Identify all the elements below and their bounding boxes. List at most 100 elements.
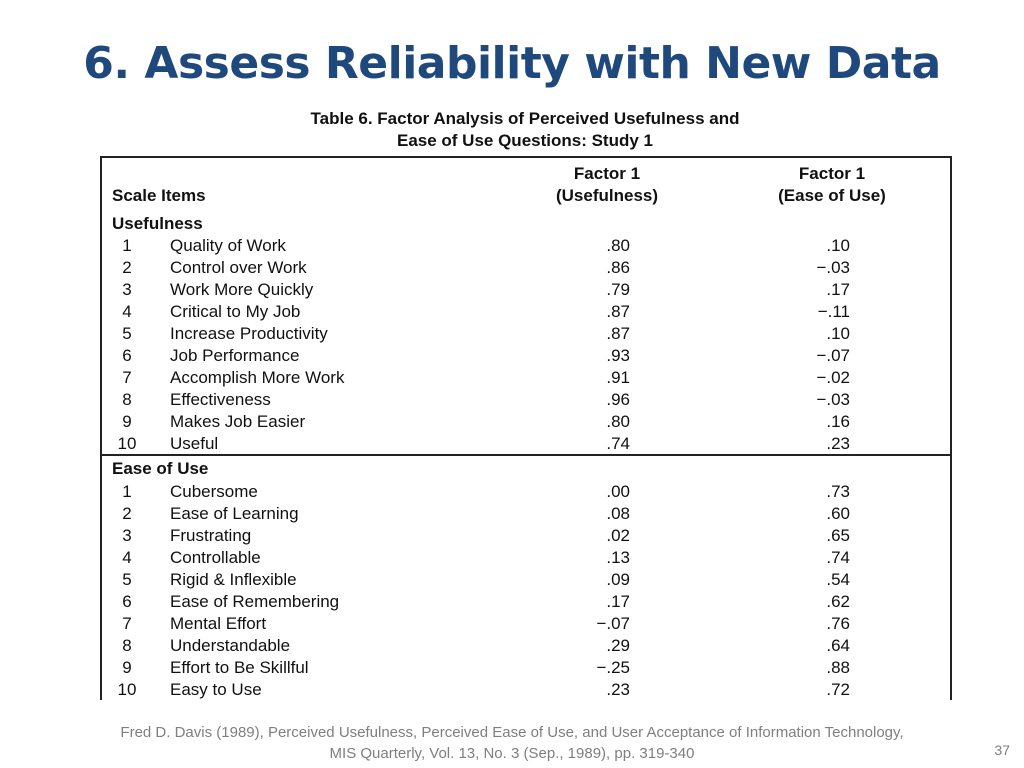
header-factor-ease-of-use-line-2: (Ease of Use)	[778, 186, 886, 205]
usefulness-loading: .86	[606, 258, 630, 277]
usefulness-loading: .80	[606, 236, 630, 255]
section-label: Usefulness	[112, 214, 203, 233]
item-number: 8	[122, 636, 132, 655]
header-factor-usefulness-line-2: (Usefulness)	[555, 186, 659, 205]
citation-line-1: Fred D. Davis (1989), Perceived Usefulne…	[120, 724, 904, 741]
ease-of-use-loading: .60	[826, 504, 850, 523]
usefulness-loading: −.07	[596, 614, 630, 633]
citation-footnote: Fred D. Davis (1989), Perceived Usefulne…	[0, 722, 1024, 764]
item-number: 1	[122, 236, 132, 255]
usefulness-loading: .02	[606, 526, 630, 545]
ease-of-use-loading: .72	[826, 680, 850, 699]
table-row: 6 Job Performance .93 −.07	[102, 345, 950, 367]
page-number: 37	[994, 742, 1010, 758]
ease-of-use-loading: .62	[826, 592, 850, 611]
item-label: Makes Job Easier	[170, 412, 306, 431]
ease-of-use-loading: −.03	[816, 390, 850, 409]
ease-of-use-loading: .73	[826, 482, 850, 501]
usefulness-loading: .79	[606, 280, 630, 299]
item-number: 6	[122, 592, 132, 611]
item-label: Effectiveness	[170, 390, 271, 409]
table-caption: Table 6. Factor Analysis of Perceived Us…	[230, 108, 820, 152]
item-label: Understandable	[170, 636, 291, 655]
item-number: 5	[122, 324, 132, 343]
item-label: Mental Effort	[170, 614, 267, 633]
item-label: Effort to Be Skillful	[170, 658, 309, 677]
item-number: 9	[122, 658, 132, 677]
item-label: Useful	[170, 434, 219, 453]
table-row: 9 Effort to Be Skillful −.25 .88	[102, 657, 950, 679]
table-row: 8 Effectiveness .96 −.03	[102, 389, 950, 411]
table-caption-line-1: Table 6. Factor Analysis of Perceived Us…	[310, 109, 740, 128]
item-number: 3	[122, 526, 132, 545]
usefulness-loading: .91	[606, 368, 630, 387]
item-number: 2	[122, 504, 132, 523]
ease-of-use-loading: .64	[826, 636, 850, 655]
table-row: 4 Controllable .13 .74	[102, 547, 950, 569]
item-label: Job Performance	[170, 346, 300, 365]
table-row: 2 Control over Work .86 −.03	[102, 257, 950, 279]
section-label: Ease of Use	[112, 459, 209, 478]
table-row: 7 Accomplish More Work .91 −.02	[102, 367, 950, 389]
usefulness-loading: .93	[606, 346, 630, 365]
item-label: Work More Quickly	[170, 280, 314, 299]
item-number: 3	[122, 280, 132, 299]
table-row: 7 Mental Effort −.07 .76	[102, 613, 950, 635]
item-number: 7	[122, 368, 132, 387]
ease-of-use-loading: .17	[826, 280, 850, 299]
usefulness-loading: .08	[606, 504, 630, 523]
table-row: 9 Makes Job Easier .80 .16	[102, 411, 950, 433]
item-label: Easy to Use	[170, 680, 262, 699]
table-row: 1 Quality of Work .80 .10	[102, 235, 950, 257]
item-number: 8	[122, 390, 132, 409]
table-row: 5 Rigid & Inflexible .09 .54	[102, 569, 950, 591]
item-number: 4	[122, 302, 132, 321]
item-number: 5	[122, 570, 132, 589]
item-number: 1	[122, 482, 132, 501]
usefulness-loading: .87	[606, 324, 630, 343]
item-label: Control over Work	[170, 258, 307, 277]
ease-of-use-loading: −.07	[816, 346, 850, 365]
ease-of-use-loading: −.02	[816, 368, 850, 387]
item-label: Ease of Learning	[170, 504, 299, 523]
header-factor-usefulness-line-1: Factor 1	[573, 164, 641, 183]
table-row: 3 Work More Quickly .79 .17	[102, 279, 950, 301]
item-number: 2	[122, 258, 132, 277]
table-row: 5 Increase Productivity .87 .10	[102, 323, 950, 345]
usefulness-loading: .09	[606, 570, 630, 589]
ease-of-use-loading: .74	[826, 548, 850, 567]
usefulness-loading: .87	[606, 302, 630, 321]
item-number: 9	[122, 412, 132, 431]
item-label: Cubersome	[170, 482, 258, 501]
usefulness-loading: .17	[606, 592, 630, 611]
item-label: Increase Productivity	[170, 324, 328, 343]
item-label: Accomplish More Work	[170, 368, 345, 387]
usefulness-loading: .23	[606, 680, 630, 699]
section-divider	[102, 454, 950, 456]
item-label: Critical to My Job	[170, 302, 301, 321]
item-label: Rigid & Inflexible	[170, 570, 297, 589]
item-number: 10	[117, 434, 137, 453]
table-row: 2 Ease of Learning .08 .60	[102, 503, 950, 525]
table-row: 6 Ease of Remembering .17 .62	[102, 591, 950, 613]
item-number: 10	[117, 680, 137, 699]
header-factor-ease-of-use-line-1: Factor 1	[798, 164, 866, 183]
item-number: 7	[122, 614, 132, 633]
table-row: 4 Critical to My Job .87 −.11	[102, 301, 950, 323]
item-number: 6	[122, 346, 132, 365]
header-scale-items: Scale Items	[112, 186, 206, 205]
table-caption-line-2: Ease of Use Questions: Study 1	[396, 131, 653, 150]
ease-of-use-loading: .54	[826, 570, 850, 589]
header-factor-usefulness: Factor 1 (Usefulness)	[542, 163, 672, 207]
ease-of-use-loading: .16	[826, 412, 850, 431]
ease-of-use-loading: .65	[826, 526, 850, 545]
item-label: Frustrating	[170, 526, 252, 545]
usefulness-loading: .00	[606, 482, 630, 501]
item-label: Quality of Work	[170, 236, 286, 255]
usefulness-loading: −.25	[596, 658, 630, 677]
table-row: 10 Useful .74 .23	[102, 433, 950, 455]
ease-of-use-loading: .23	[826, 434, 850, 453]
slide-title: 6. Assess Reliability with New Data	[83, 38, 941, 89]
item-label: Controllable	[170, 548, 261, 567]
table-row: 3 Frustrating .02 .65	[102, 525, 950, 547]
